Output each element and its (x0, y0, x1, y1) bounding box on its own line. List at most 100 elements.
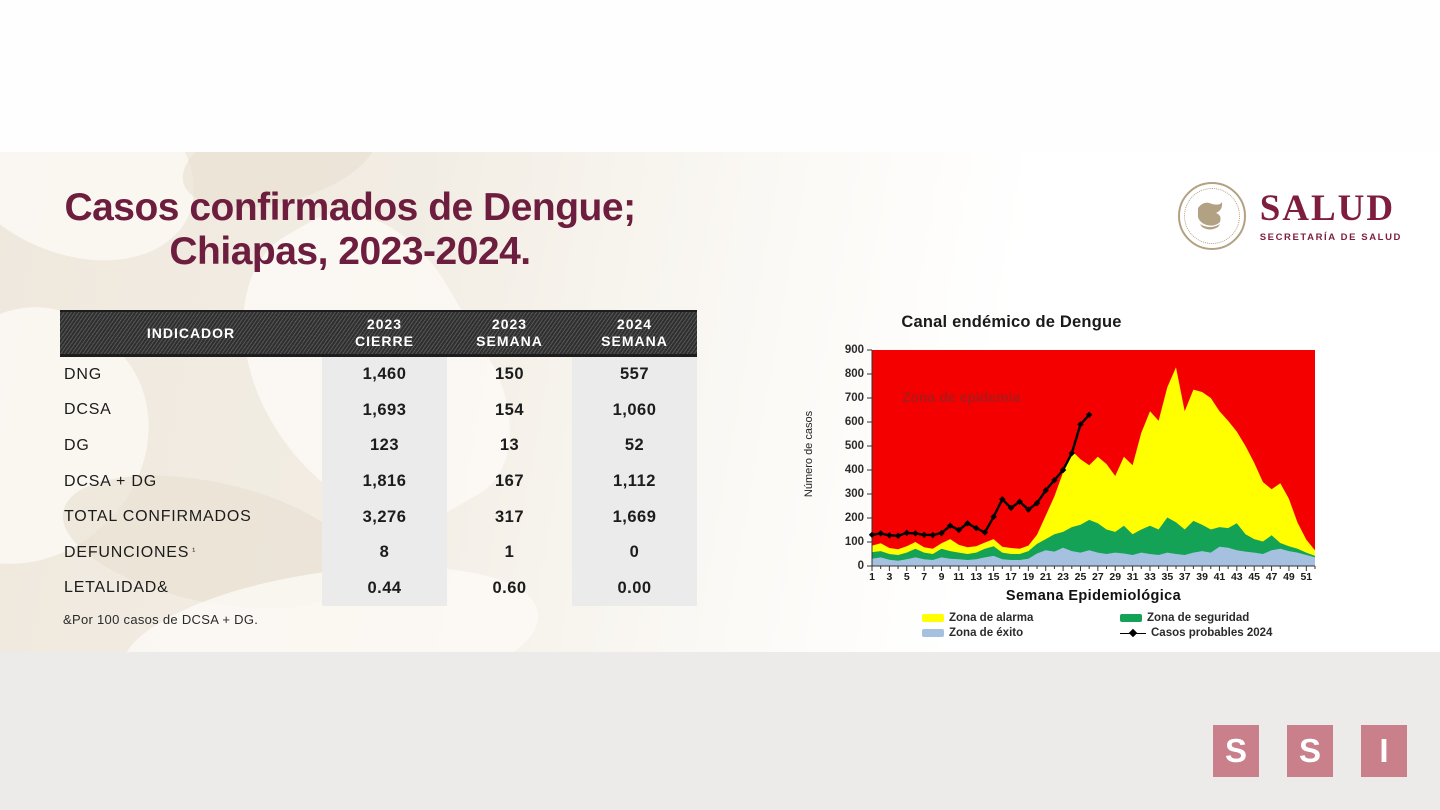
chart-plot-area: Zona de epidemia (867, 349, 1316, 571)
y-tick-label: 400 (844, 464, 864, 476)
row-label: DCSA + DG (64, 472, 158, 490)
table-row: DNG 1,460 150 557 (60, 357, 697, 393)
line-marker (868, 531, 876, 538)
row-value: 0.44 (322, 570, 447, 607)
zone-area-0 (872, 367, 1315, 566)
row-value: 1,816 (322, 463, 447, 500)
slide-title-line1: Casos confirmados de Dengue; (64, 186, 636, 229)
legend-item: Zona de éxito (922, 627, 1120, 639)
y-tick-label: 200 (844, 512, 864, 524)
x-tick-label: 41 (1213, 571, 1226, 583)
row-label: LETALIDAD& (64, 579, 169, 597)
x-tick-label: 43 (1230, 571, 1243, 583)
x-tick-label: 37 (1178, 571, 1191, 583)
header-2023-cierre: 2023 CIERRE (322, 316, 447, 351)
table-row: LETALIDAD& 0.44 0.60 0.00 (60, 570, 697, 607)
row-value: 1,693 (322, 392, 447, 429)
line-marker (877, 530, 884, 537)
row-value: 154 (494, 400, 525, 419)
line-marker (1059, 466, 1067, 474)
y-tick-label: 300 (844, 488, 864, 500)
legend-line-marker-icon (1120, 628, 1146, 638)
row-value: 0.00 (572, 570, 697, 607)
row-value: 167 (494, 472, 525, 491)
ssi-letter-square: I (1361, 725, 1407, 777)
x-tick-label: 21 (1039, 571, 1052, 583)
slide-title-line2: Chiapas, 2023-2024. (169, 229, 531, 273)
row-value: 317 (494, 507, 525, 526)
y-tick-label: 700 (844, 392, 864, 404)
row-value: 557 (572, 357, 697, 393)
ssi-letter-square: S (1213, 725, 1259, 777)
header-2023-semana: 2023 SEMANA (447, 316, 572, 351)
row-value: 123 (322, 428, 447, 464)
x-tick-label: 25 (1074, 571, 1087, 583)
legend-swatch-icon (922, 614, 944, 622)
y-tick-label: 600 (844, 416, 864, 428)
line-marker (894, 532, 902, 539)
header-2023-cierre-top: 2023 (366, 315, 403, 332)
line-marker (955, 526, 963, 534)
row-value: 8 (322, 534, 447, 571)
x-tick-label: 33 (1144, 571, 1156, 583)
row-value: 1,460 (322, 357, 447, 393)
x-tick-label: 31 (1126, 571, 1139, 583)
zone-area-2 (872, 546, 1315, 566)
row-label: TOTAL CONFIRMADOS (64, 508, 252, 526)
row-label: DEFUNCIONES ¹ (64, 543, 197, 561)
y-tick-label: 800 (844, 368, 864, 380)
legend-swatch-icon (922, 629, 944, 637)
row-label: DNG (64, 365, 102, 383)
chart-title: Canal endémico de Dengue (901, 313, 1122, 331)
x-axis-title: Semana Epidemiológica (1005, 588, 1182, 604)
table-footnote: &Por 100 casos de DCSA + DG. (63, 612, 259, 627)
x-tick-label: 27 (1091, 571, 1104, 583)
x-tick-label: 47 (1265, 571, 1278, 583)
y-tick-label: 100 (844, 536, 864, 548)
line-marker (1085, 411, 1093, 418)
legend-item: Zona de alarma (922, 612, 1120, 624)
y-tick-label: 900 (844, 344, 864, 356)
mexico-seal-icon (1177, 182, 1246, 250)
legend-item: Casos probables 2024 (1120, 627, 1330, 639)
line-marker (1068, 450, 1075, 457)
zone-epidemia-label: Zona de epidemia (902, 389, 1020, 405)
row-value: 1,112 (572, 463, 697, 500)
row-value: 1,060 (572, 392, 697, 429)
header-2024-semana-top: 2024 (616, 315, 653, 332)
line-marker (903, 529, 910, 537)
x-tick-label: 51 (1300, 571, 1313, 583)
y-axis-title: Número de casos (803, 410, 815, 498)
ssi-letter-square: S (1287, 725, 1333, 777)
header-2023-semana-bottom: SEMANA (476, 333, 543, 349)
x-tick-label: 1 (869, 571, 875, 583)
legend-swatch-icon (1120, 614, 1142, 622)
row-label: DG (64, 436, 90, 454)
endemic-channel-chart: Canal endémico de Dengue Número de casos… (790, 305, 1360, 652)
indicator-table-body: DNG 1,460 150 557 DCSA 1,693 154 1,060 DG 123 13 52… (60, 357, 697, 607)
x-tick-label: 35 (1161, 571, 1174, 583)
legend-label: Zona de alarma (949, 612, 1034, 624)
table-row: TOTAL CONFIRMADOS 3,276 317 1,669 (60, 499, 697, 535)
indicator-table-header: INDICADOR 2023 CIERRE 2023 SEMANA 2024 S… (60, 310, 697, 357)
salud-wordmark: SALUD (1259, 187, 1396, 229)
row-value: 3,276 (322, 499, 447, 535)
y-tick-label: 500 (844, 440, 864, 452)
x-tick-label: 23 (1057, 571, 1069, 583)
line-marker (938, 529, 945, 537)
slide-canvas: Casos confirmados de Dengue; Chiapas, 20… (0, 152, 1440, 652)
header-2024-semana-bottom: SEMANA (601, 333, 668, 349)
header-2024-semana: 2024 SEMANA (572, 316, 697, 351)
x-tick-label: 29 (1109, 571, 1122, 583)
row-value: 1,669 (572, 499, 697, 535)
x-tick-label: 49 (1283, 571, 1295, 583)
table-row: DCSA + DG 1,816 167 1,112 (60, 463, 697, 500)
table-row: DG 123 13 52 (60, 428, 697, 464)
legend-label: Zona de éxito (949, 627, 1024, 639)
y-tick-label: 0 (857, 560, 864, 572)
top-white-band (0, 0, 1440, 152)
x-tick-label: 19 (1022, 571, 1035, 583)
line-marker (886, 532, 893, 539)
x-tick-label: 15 (987, 571, 1000, 583)
x-tick-label: 9 (938, 571, 945, 583)
